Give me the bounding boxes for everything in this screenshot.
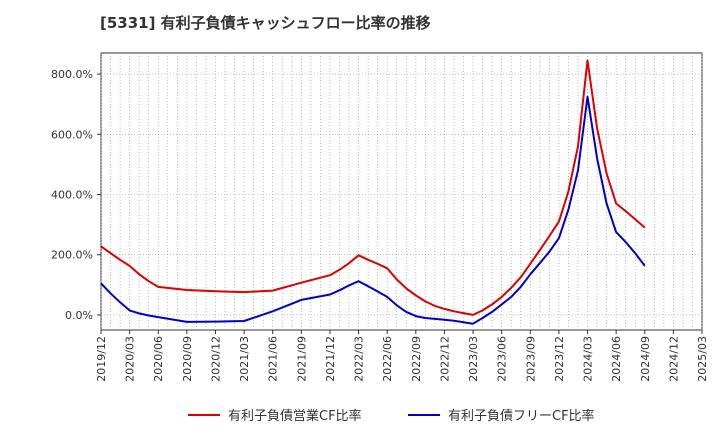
chart-title: [5331] 有利子負債キャッシュフロー比率の推移: [100, 14, 431, 32]
x-tick-label: 2024/12: [667, 336, 680, 382]
y-tick-label: 400.0%: [51, 189, 93, 202]
x-tick-label: 2021/12: [324, 336, 337, 382]
x-tick-label: 2019/12: [95, 336, 108, 382]
series-line-1: [100, 59, 646, 316]
x-tick-label: 2020/12: [209, 336, 222, 382]
x-tick-label: 2023/09: [524, 336, 537, 382]
x-tick-label: 2021/09: [295, 336, 308, 382]
x-tick-label: 2021/06: [267, 336, 280, 382]
x-tick-label: 2020/09: [181, 336, 194, 382]
y-tick-label: 800.0%: [51, 68, 93, 81]
x-tick-label: 2024/06: [610, 336, 623, 382]
x-tick-label: 2020/06: [152, 336, 165, 382]
x-tick-label: 2022/09: [410, 336, 423, 382]
legend-label-2: 有利子負債フリーCF比率: [448, 408, 595, 424]
x-tick-label: 2024/09: [639, 336, 652, 382]
series-line-2: [100, 95, 646, 325]
x-tick-label: 2022/12: [438, 336, 451, 382]
x-tick-label: 2022/06: [381, 336, 394, 382]
legend-label-1: 有利子負債営業CF比率: [228, 408, 362, 424]
x-tick-label: 2023/06: [496, 336, 509, 382]
x-tick-label: 2022/03: [353, 336, 366, 382]
x-tick-label: 2025/03: [696, 336, 709, 382]
y-tick-label: 600.0%: [51, 128, 93, 141]
y-tick-label: 200.0%: [51, 249, 93, 262]
x-tick-label: 2023/03: [467, 336, 480, 382]
x-tick-label: 2023/12: [553, 336, 566, 382]
y-tick-label: 0.0%: [65, 309, 93, 322]
x-tick-label: 2024/03: [582, 336, 595, 382]
x-tick-label: 2020/03: [124, 336, 137, 382]
x-tick-label: 2021/03: [238, 336, 251, 382]
